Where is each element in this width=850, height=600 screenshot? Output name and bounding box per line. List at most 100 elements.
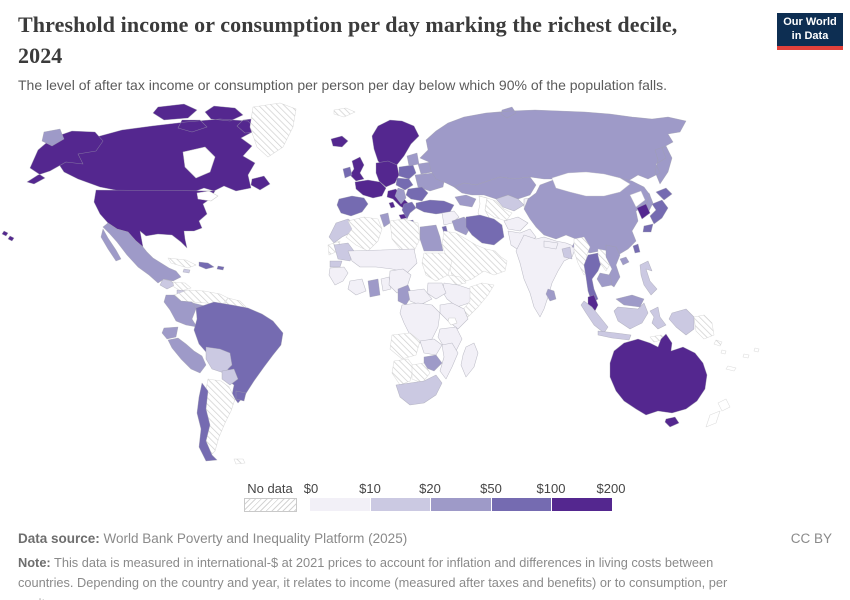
- region-malaysia-borneo[interactable]: [615, 294, 645, 308]
- region-mongolia[interactable]: [551, 171, 631, 197]
- region-bolivia[interactable]: [205, 346, 233, 374]
- legend-swatch-50-100[interactable]: [491, 498, 553, 511]
- region-papua-new-guinea[interactable]: [693, 314, 723, 347]
- region-mexico[interactable]: [100, 222, 182, 284]
- region-senegal[interactable]: [329, 260, 343, 268]
- region-angola[interactable]: [389, 332, 421, 360]
- region-sudan[interactable]: [421, 252, 453, 282]
- region-svalbard[interactable]: [333, 107, 356, 118]
- region-west-balkans[interactable]: [394, 187, 407, 205]
- region-nepal[interactable]: [543, 240, 559, 250]
- region-czech-hungary[interactable]: [395, 177, 414, 191]
- region-kazakhstan[interactable]: [453, 176, 537, 200]
- legend-swatch-20-50[interactable]: [431, 498, 492, 511]
- region-philippines[interactable]: [639, 260, 658, 296]
- region-libya[interactable]: [389, 218, 421, 252]
- region-cambodia[interactable]: [596, 272, 613, 288]
- region-togo-benin[interactable]: [380, 276, 392, 292]
- region-scandinavia[interactable]: [371, 119, 420, 170]
- region-iran[interactable]: [465, 214, 505, 246]
- region-namibia[interactable]: [391, 358, 415, 386]
- region-car[interactable]: [407, 288, 433, 306]
- region-south-africa[interactable]: [395, 374, 443, 406]
- region-greenland[interactable]: [249, 102, 297, 158]
- owid-logo[interactable]: Our World in Data: [777, 13, 843, 50]
- region-paraguay[interactable]: [221, 368, 239, 386]
- region-taiwan[interactable]: [632, 243, 641, 254]
- region-romania-bulgaria[interactable]: [405, 186, 429, 202]
- data-source-line: Data source: World Bank Poverty and Ineq…: [18, 531, 407, 546]
- region-russia[interactable]: [41, 106, 687, 214]
- region-somalia[interactable]: [461, 282, 495, 318]
- region-caucasus[interactable]: [454, 194, 477, 208]
- legend-no-data-swatch[interactable]: [244, 498, 297, 512]
- region-argentina[interactable]: [202, 378, 246, 465]
- region-botswana[interactable]: [411, 362, 431, 384]
- hudson-bay: [182, 146, 216, 179]
- data-source-label: Data source:: [18, 531, 100, 546]
- great-lakes: [196, 190, 219, 202]
- region-indonesia-sulawesi[interactable]: [649, 306, 667, 330]
- region-south-korea[interactable]: [636, 203, 651, 220]
- title-line2: 2024: [18, 42, 63, 68]
- region-arabian-peninsula[interactable]: [441, 230, 508, 284]
- region-ecuador[interactable]: [161, 326, 179, 340]
- region-zambia[interactable]: [419, 338, 443, 356]
- legend-tick-3: $50: [480, 481, 502, 496]
- region-ireland[interactable]: [342, 166, 353, 179]
- region-new-zealand[interactable]: [705, 398, 731, 428]
- region-sri-lanka[interactable]: [545, 288, 557, 302]
- region-colombia[interactable]: [163, 294, 198, 328]
- region-malawi-mozambique[interactable]: [439, 342, 459, 380]
- region-peru[interactable]: [167, 337, 207, 374]
- region-west-africa-coast[interactable]: [328, 266, 349, 286]
- region-uruguay[interactable]: [235, 390, 247, 402]
- legend-swatch-0-10[interactable]: [310, 498, 371, 511]
- legend-swatch-10-20[interactable]: [370, 498, 432, 511]
- region-usa[interactable]: [1, 130, 216, 249]
- note-label: Note:: [18, 555, 51, 570]
- owid-logo-line2: in Data: [791, 29, 829, 42]
- region-dominican-republic[interactable]: [198, 261, 215, 270]
- region-egypt[interactable]: [419, 224, 444, 252]
- region-central-europe[interactable]: [375, 160, 400, 188]
- region-poland[interactable]: [398, 164, 417, 180]
- region-france[interactable]: [354, 179, 387, 199]
- region-indonesia-borneo[interactable]: [613, 302, 649, 330]
- region-cuba[interactable]: [167, 257, 197, 269]
- region-indonesia-java[interactable]: [597, 330, 632, 341]
- data-source-value[interactable]: World Bank Poverty and Inequality Platfo…: [103, 531, 408, 546]
- region-uk[interactable]: [349, 156, 365, 182]
- region-japan[interactable]: [642, 187, 673, 233]
- region-algeria[interactable]: [345, 216, 383, 252]
- region-iceland[interactable]: [330, 135, 349, 148]
- license-badge[interactable]: CC BY: [790, 531, 832, 546]
- region-tunisia[interactable]: [379, 212, 391, 228]
- region-baltics[interactable]: [406, 152, 420, 167]
- region-afghanistan[interactable]: [503, 216, 529, 232]
- region-bangladesh[interactable]: [561, 246, 573, 260]
- region-ivory-coast[interactable]: [347, 278, 367, 296]
- region-madagascar[interactable]: [460, 342, 479, 378]
- region-chile[interactable]: [196, 382, 218, 462]
- region-puerto-rico[interactable]: [216, 265, 225, 271]
- region-cameroon[interactable]: [397, 284, 413, 306]
- region-south-sudan[interactable]: [426, 282, 447, 300]
- legend-swatch-100-200[interactable]: [552, 498, 612, 511]
- region-uganda-kenya[interactable]: [439, 302, 469, 330]
- region-north-korea[interactable]: [629, 190, 646, 208]
- region-ghana[interactable]: [367, 278, 381, 298]
- region-iberia[interactable]: [336, 195, 369, 217]
- region-pacific-islands[interactable]: [720, 347, 760, 372]
- region-sahel[interactable]: [347, 248, 418, 274]
- legend-tick-0: $0: [303, 481, 319, 496]
- region-guatemala[interactable]: [159, 278, 176, 290]
- region-morocco[interactable]: [328, 218, 357, 244]
- legend-colorbar: [310, 498, 612, 511]
- region-indonesia-papua[interactable]: [668, 308, 695, 336]
- region-jamaica[interactable]: [182, 268, 191, 274]
- region-australia[interactable]: [609, 333, 708, 428]
- region-honduras[interactable]: [172, 281, 192, 292]
- region-eritrea[interactable]: [447, 274, 467, 286]
